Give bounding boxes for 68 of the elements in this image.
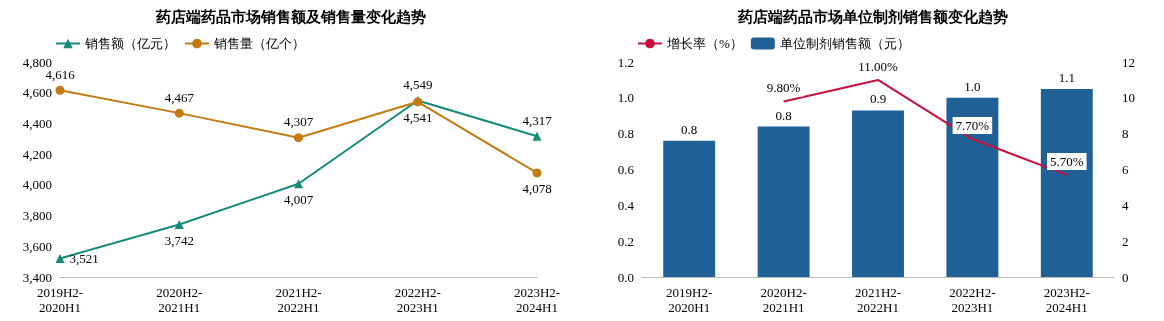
x-tick-label: 2022H2- 2023H1 bbox=[949, 285, 996, 315]
data-label: 4,541 bbox=[403, 110, 433, 126]
legend-label: 销售额（亿元） bbox=[84, 36, 176, 51]
chart-title: 药店端药品市场单位制剂销售额变化趋势 bbox=[737, 7, 1008, 25]
legend-label: 单位制剂销售额（元） bbox=[779, 36, 910, 51]
data-label: 7.70% bbox=[955, 118, 990, 134]
data-label: 5.70% bbox=[1050, 153, 1084, 169]
data-label: 3,742 bbox=[164, 232, 194, 248]
y2-tick-label: 4 bbox=[1122, 197, 1129, 213]
x-tick-label: 2022H2- 2023H1 bbox=[394, 285, 441, 315]
point bbox=[55, 253, 65, 263]
y-tick-label: 4,600 bbox=[22, 85, 52, 101]
bar bbox=[946, 97, 999, 277]
point bbox=[294, 179, 303, 189]
x-tick-label: 2021H2- 2022H1 bbox=[275, 285, 322, 315]
bar bbox=[1040, 88, 1093, 277]
x-tick-label: 2020H2- 2021H1 bbox=[760, 285, 807, 315]
y-tick-label: 1.2 bbox=[617, 54, 634, 70]
data-label: 4,078 bbox=[522, 181, 552, 197]
y2-tick-label: 2 bbox=[1122, 233, 1129, 249]
x-tick-label: 2021H2- 2022H1 bbox=[854, 285, 902, 315]
y-tick-label: 3,400 bbox=[22, 269, 52, 285]
point bbox=[174, 108, 184, 118]
data-label: 0.9 bbox=[869, 91, 887, 107]
data-label: 4,007 bbox=[283, 192, 314, 208]
point bbox=[294, 133, 303, 143]
x-tick-label: 2023H2- 2024H1 bbox=[513, 285, 561, 315]
y-tick-label: 0.6 bbox=[617, 162, 635, 177]
y2-tick-label: 10 bbox=[1122, 90, 1135, 106]
data-label: 0.8 bbox=[681, 121, 698, 137]
point bbox=[55, 85, 65, 95]
x-tick-label: 2020H2- 2021H1 bbox=[156, 285, 203, 315]
y-tick-label: 3,800 bbox=[22, 208, 52, 224]
y-tick-label: 4,200 bbox=[22, 146, 52, 162]
y2-tick-label: 6 bbox=[1122, 162, 1129, 177]
y-tick-label: 0.8 bbox=[617, 126, 634, 142]
y-tick-label: 4,400 bbox=[22, 115, 52, 131]
bar bbox=[757, 126, 810, 277]
y-tick-label: 0.4 bbox=[617, 197, 635, 213]
y-tick-label: 1.0 bbox=[617, 90, 634, 106]
point bbox=[532, 168, 542, 178]
data-label: 4,307 bbox=[283, 114, 314, 130]
data-label: 4,467 bbox=[164, 89, 195, 105]
legend-label: 增长率（%） bbox=[666, 36, 743, 51]
y-tick-label: 0.0 bbox=[617, 269, 634, 285]
point bbox=[532, 131, 542, 141]
x-tick-label: 2019H2- 2020H1 bbox=[36, 285, 84, 315]
data-label: 1.1 bbox=[1058, 69, 1075, 85]
y-tick-label: 4,000 bbox=[22, 177, 52, 193]
point bbox=[174, 219, 184, 229]
x-tick-label: 2019H2- 2020H1 bbox=[666, 285, 713, 315]
y-tick-label: 3,600 bbox=[22, 238, 52, 254]
legend-label: 销售量（亿个） bbox=[213, 36, 305, 51]
data-label: 11.00% bbox=[858, 58, 898, 74]
y2-tick-label: 12 bbox=[1122, 54, 1135, 70]
data-label: 4,549 bbox=[403, 77, 433, 93]
y-tick-label: 0.2 bbox=[617, 233, 634, 249]
data-label: 4,317 bbox=[522, 112, 553, 128]
data-label: 3,521 bbox=[69, 250, 99, 266]
chart-title: 药店端药品市场销售额及销售量变化趋势 bbox=[155, 7, 426, 25]
bar bbox=[663, 140, 716, 277]
bar bbox=[852, 110, 904, 277]
y2-tick-label: 0 bbox=[1122, 269, 1129, 285]
data-label: 1.0 bbox=[964, 78, 981, 94]
data-label: 9.80% bbox=[766, 80, 801, 96]
y2-tick-label: 8 bbox=[1122, 126, 1129, 142]
data-label: 0.8 bbox=[775, 107, 792, 123]
x-tick-label: 2023H2- 2024H1 bbox=[1043, 285, 1090, 315]
